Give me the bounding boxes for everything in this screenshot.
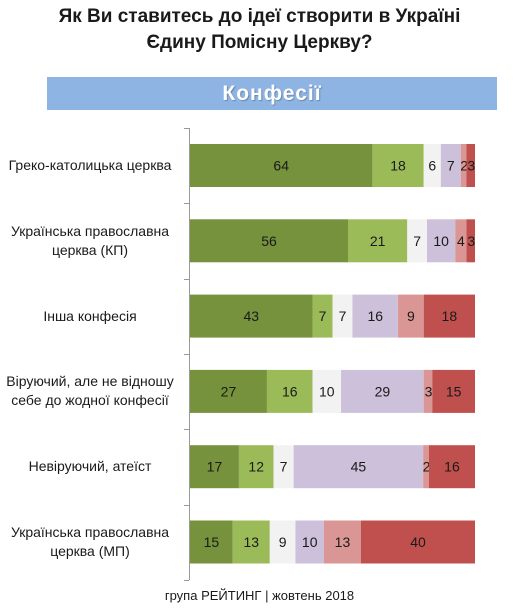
bar-segment [238, 445, 274, 489]
bar-segment [432, 369, 475, 413]
bar-segment [460, 144, 467, 187]
bar-segment [352, 294, 399, 338]
data-label: 15 [446, 383, 462, 399]
bar-segment [428, 445, 475, 489]
data-label: 9 [407, 308, 415, 324]
axis-tick [184, 279, 189, 280]
bar-segment [440, 144, 461, 187]
bar-segment [348, 219, 408, 263]
data-label: 13 [243, 534, 259, 550]
data-label: 3 [467, 233, 475, 249]
data-label: 16 [282, 383, 298, 399]
bar-segment [190, 445, 239, 489]
bar-segment [423, 294, 475, 338]
axis-tick [184, 203, 189, 204]
bar-segment [466, 219, 475, 263]
data-label: 18 [390, 158, 406, 174]
bar-segment [423, 445, 429, 489]
source-footer: група РЕЙТИНГ | жовтень 2018 [164, 588, 355, 603]
data-label: 9 [279, 534, 287, 550]
bar-segment [273, 445, 294, 489]
bar-segment [341, 369, 424, 413]
category-label: Невіруючий, атеїст [28, 458, 152, 475]
category-label: Інша конфесія [43, 307, 137, 324]
axis-tick [184, 429, 189, 430]
data-label: 3 [425, 383, 433, 399]
data-label: 7 [447, 158, 455, 174]
bar-segment [407, 219, 428, 263]
data-label: 13 [335, 534, 351, 550]
chart-title-line2: Єдину Помісну Церкву? [146, 32, 373, 53]
bar-segment [423, 369, 433, 413]
bar-segment [372, 144, 424, 187]
bar-segment [266, 369, 313, 413]
bar-segment [190, 294, 313, 338]
bar-segment [293, 445, 424, 489]
bar-segment [190, 219, 349, 263]
bar-segment [190, 369, 267, 413]
data-label: 7 [339, 308, 347, 324]
bar-segment [295, 520, 324, 564]
data-label: 16 [444, 459, 460, 475]
data-label: 43 [243, 308, 259, 324]
category-label: Віруючий, але не відношу себе до жодної … [6, 373, 174, 409]
data-label: 40 [410, 534, 426, 550]
bar-segment [455, 219, 467, 263]
bar-segment [423, 144, 441, 187]
bar-segment [427, 219, 456, 263]
data-label: 45 [351, 459, 367, 475]
data-label: 21 [370, 233, 386, 249]
bar-segment [312, 369, 342, 413]
bar-segment [190, 520, 233, 564]
confessions-banner: Конфесії [47, 77, 497, 110]
bar-segment [323, 520, 361, 564]
category-label: Греко-католицька церква [8, 157, 172, 173]
data-label: 56 [261, 233, 277, 249]
data-label: 10 [319, 383, 335, 399]
data-label: 16 [367, 308, 383, 324]
data-label: 10 [302, 534, 318, 550]
data-label: 17 [207, 459, 223, 475]
data-label: 2 [460, 158, 468, 174]
category-label: Українська православна церква (КП) [10, 222, 170, 258]
data-label: 2 [423, 459, 431, 475]
chart-title: Як Ви ставитесь до ідеї створити в Украї… [0, 4, 519, 56]
data-label: 10 [433, 233, 449, 249]
axis-tick [184, 354, 189, 355]
bar-segment [312, 294, 333, 338]
bar-segment [190, 144, 373, 187]
data-label: 6 [428, 158, 436, 174]
data-label: 4 [457, 233, 465, 249]
bar-segment [398, 294, 424, 338]
chart-title-line1: Як Ви ставитесь до ідеї створити в Украї… [58, 6, 461, 27]
axis-tick [184, 580, 189, 581]
bar-segment [269, 520, 296, 564]
data-label: 7 [280, 459, 288, 475]
data-label: 15 [204, 534, 220, 550]
axis-tick [184, 505, 189, 506]
data-label: 7 [413, 233, 421, 249]
bar-segment [361, 520, 475, 564]
data-label: 64 [273, 158, 289, 174]
bar-segment [332, 294, 353, 338]
data-label: 29 [375, 383, 391, 399]
data-label: 18 [442, 308, 458, 324]
category-axis [189, 128, 190, 580]
bar-segment [466, 144, 475, 187]
data-label: 27 [221, 383, 237, 399]
category-label: Українська православна церква (МП) [10, 524, 170, 559]
bar-segment [232, 520, 270, 564]
data-label: 3 [467, 158, 475, 174]
data-label: 12 [248, 459, 264, 475]
data-label: 7 [319, 308, 327, 324]
axis-tick [184, 128, 189, 129]
